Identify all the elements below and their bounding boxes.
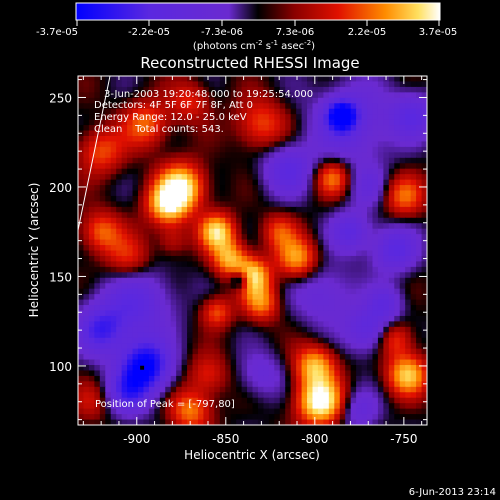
colorbar bbox=[75, 2, 441, 21]
footer-timestamp: 6-Jun-2013 23:14 bbox=[409, 487, 496, 498]
x-axis-label: Heliocentric X (arcsec) bbox=[184, 448, 320, 462]
annotation-peak-position: Position of Peak = [-797,80] bbox=[95, 399, 235, 410]
y-tick-label-0: 100 bbox=[49, 360, 72, 374]
x-tick-label-0: -900 bbox=[123, 432, 150, 446]
colorbar-ticks bbox=[76, 20, 440, 26]
limb-line bbox=[78, 76, 111, 233]
colorbar-tick-label-1: -2.2e-05 bbox=[128, 27, 170, 38]
y-axis-label: Heliocentric Y (arcsec) bbox=[27, 183, 41, 318]
axis-ticks bbox=[78, 76, 427, 425]
chart-title: Reconstructed RHESSI Image bbox=[140, 54, 359, 72]
y-tick-label-2: 200 bbox=[49, 181, 72, 195]
annotation-detectors: Detectors: 4F 5F 6F 7F 8F, Att 0 bbox=[94, 100, 253, 111]
colorbar-units: (photons cm-2 s-1 asec-2) bbox=[193, 39, 315, 52]
y-tick-label-3: 250 bbox=[49, 91, 72, 105]
x-tick-label-2: -800 bbox=[301, 432, 328, 446]
colorbar-tick-label-4: 2.2e-05 bbox=[348, 27, 386, 38]
colorbar-tick-label-5: 3.7e-05 bbox=[419, 27, 457, 38]
annotation-time-range: 3-Jun-2003 19:20:48.000 to 19:25:54.000 bbox=[104, 89, 313, 100]
x-tick-label-1: -850 bbox=[212, 432, 239, 446]
heatmap-image bbox=[78, 76, 427, 425]
y-tick-label-1: 150 bbox=[49, 270, 72, 284]
annotation-method-counts: Clean Total counts: 543. bbox=[94, 124, 224, 135]
colorbar-tick-label-2: -7.3e-06 bbox=[201, 27, 243, 38]
x-tick-label-3: -750 bbox=[390, 432, 417, 446]
annotation-energy-range: Energy Range: 12.0 - 25.0 keV bbox=[94, 112, 247, 123]
peak-marker bbox=[140, 365, 145, 370]
colorbar-tick-label-3: 7.3e-06 bbox=[276, 27, 314, 38]
colorbar-tick-label-0: -3.7e-05 bbox=[36, 27, 78, 38]
plot-frame bbox=[77, 75, 428, 426]
